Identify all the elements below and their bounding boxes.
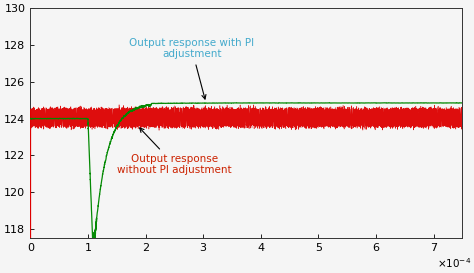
Text: $\times10^{-4}$: $\times10^{-4}$: [437, 257, 471, 271]
Text: Output response
without PI adjustment: Output response without PI adjustment: [117, 128, 232, 175]
Text: Output response with PI
adjustment: Output response with PI adjustment: [129, 38, 254, 99]
